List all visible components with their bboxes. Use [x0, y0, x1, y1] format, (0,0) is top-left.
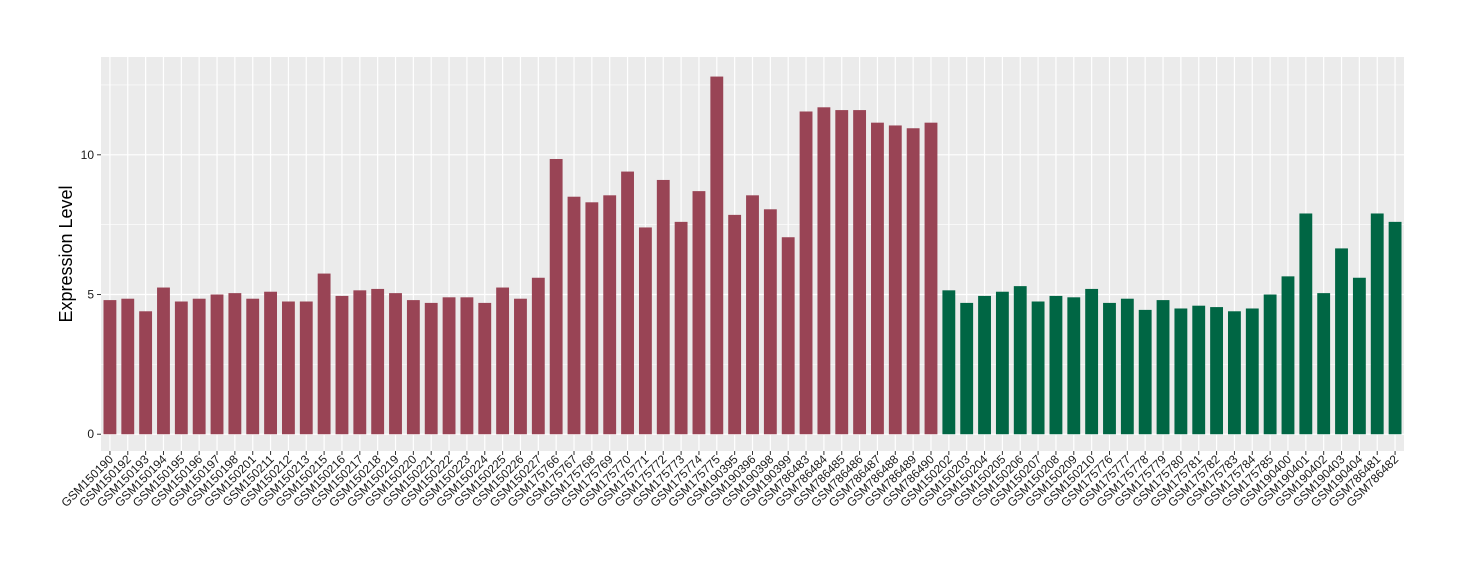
- bars: [103, 76, 1402, 435]
- bar-gsm150192: [121, 298, 135, 435]
- bar-gsm175770: [621, 171, 634, 435]
- x-axis: GSM150190GSM150192GSM150193GSM150194GSM1…: [58, 451, 1401, 510]
- bar-gsm150225: [496, 287, 510, 435]
- bar-gsm190403: [1335, 248, 1348, 435]
- bar-gsm150215: [317, 273, 331, 435]
- bar-gsm150223: [460, 297, 474, 435]
- bar-gsm190400: [1281, 276, 1295, 435]
- bar-gsm150211: [264, 291, 277, 435]
- y-tick-label: 5: [87, 288, 94, 302]
- bar-gsm175778: [1138, 309, 1152, 435]
- bar-gsm190395: [728, 214, 742, 435]
- bar-gsm150212: [281, 301, 295, 435]
- bar-gsm150190: [103, 300, 117, 435]
- bar-gsm786482: [1388, 221, 1402, 435]
- bar-gsm175772: [656, 179, 670, 435]
- bar-gsm190402: [1317, 293, 1331, 435]
- bar-gsm150197: [210, 294, 224, 435]
- bar-gsm175769: [603, 195, 617, 435]
- bar-gsm150216: [335, 295, 349, 435]
- bar-gsm175777: [1120, 298, 1134, 435]
- bar-gsm175774: [692, 191, 706, 435]
- bar-gsm175779: [1156, 300, 1170, 435]
- bar-gsm150221: [424, 302, 438, 435]
- bar-gsm150210: [1085, 288, 1099, 435]
- bar-gsm175782: [1210, 307, 1224, 435]
- bar-gsm786487: [871, 122, 884, 435]
- bar-gsm175767: [567, 196, 581, 435]
- bar-gsm150198: [228, 293, 242, 435]
- bar-gsm150193: [139, 311, 153, 435]
- bar-gsm786489: [906, 128, 920, 435]
- bar-gsm150203: [960, 302, 974, 435]
- bar-gsm786490: [924, 122, 938, 435]
- bar-gsm190396: [746, 195, 759, 435]
- bar-gsm175771: [638, 227, 652, 435]
- bar-gsm150213: [299, 301, 313, 435]
- bar-gsm150205: [995, 291, 1009, 435]
- bar-gsm150206: [1013, 286, 1027, 435]
- bar-gsm150219: [389, 293, 402, 435]
- bar-gsm150224: [478, 302, 492, 435]
- bar-gsm150194: [157, 287, 170, 435]
- bar-gsm175773: [674, 221, 688, 435]
- bar-gsm175776: [1103, 302, 1116, 435]
- bar-gsm786486: [853, 110, 867, 435]
- bar-gsm786481: [1370, 213, 1384, 435]
- bar-gsm150218: [371, 288, 385, 435]
- bar-gsm190401: [1299, 213, 1313, 435]
- bar-gsm150217: [353, 290, 367, 435]
- bar-gsm150201: [246, 298, 260, 435]
- bar-gsm150220: [406, 300, 420, 435]
- bar-gsm175781: [1192, 305, 1206, 435]
- bar-gsm175785: [1263, 294, 1277, 435]
- bar-gsm175775: [710, 76, 724, 435]
- bar-gsm150207: [1031, 301, 1045, 435]
- bar-gsm150202: [942, 290, 956, 435]
- bar-gsm150208: [1049, 295, 1063, 435]
- bar-gsm150195: [174, 301, 188, 435]
- bar-gsm150209: [1067, 297, 1081, 435]
- y-axis-title: Expression Level: [56, 185, 76, 322]
- y-tick-label: 0: [87, 427, 94, 441]
- bar-gsm150204: [978, 295, 991, 435]
- bar-gsm175780: [1174, 308, 1188, 435]
- bar-gsm150196: [192, 298, 206, 435]
- bar-gsm150222: [442, 297, 456, 435]
- bar-gsm786488: [888, 125, 902, 435]
- bar-gsm150226: [514, 298, 527, 435]
- bar-gsm190404: [1352, 277, 1366, 435]
- y-tick-label: 10: [81, 148, 95, 162]
- bar-gsm150227: [531, 277, 545, 435]
- bar-gsm175783: [1228, 311, 1241, 435]
- bar-gsm175784: [1245, 308, 1259, 435]
- y-axis: 0 5 10: [81, 148, 101, 441]
- bar-gsm786484: [817, 107, 831, 435]
- bar-gsm175768: [585, 202, 599, 435]
- bar-gsm190399: [781, 237, 795, 435]
- bar-gsm190398: [763, 209, 777, 435]
- bar-gsm175766: [549, 158, 563, 435]
- bar-gsm786485: [835, 110, 849, 435]
- bar-gsm786483: [799, 111, 813, 435]
